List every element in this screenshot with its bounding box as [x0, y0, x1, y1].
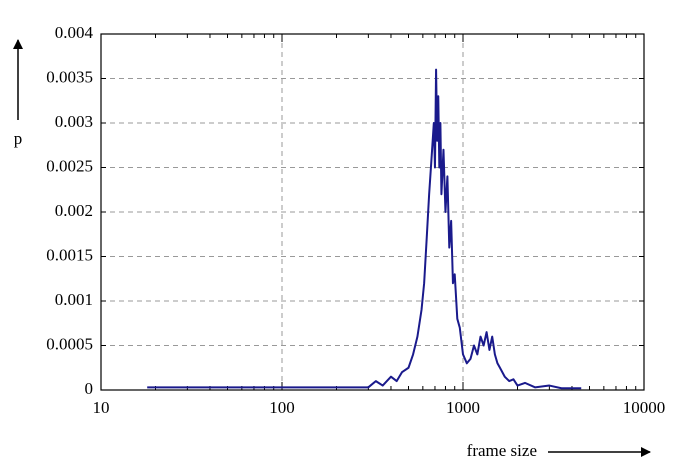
y-tick-label: 0.001 [55, 290, 93, 309]
x-axis-label: frame size [467, 441, 537, 460]
plot-area: 0 0.0005 0.001 0.0015 0.002 0.0025 0.003 0.0035… [46, 23, 665, 417]
data-line [147, 68, 582, 390]
y-tick-label: 0.002 [55, 201, 93, 220]
y-tick-label: 0.0035 [46, 67, 93, 86]
y-tick-label: 0.004 [55, 23, 94, 42]
x-tick-label: 10000 [623, 398, 666, 417]
x-tick-label: 100 [269, 398, 295, 417]
plot-frame [100, 33, 645, 391]
x-tick-label: 10 [93, 398, 110, 417]
x-tick-label: 1000 [446, 398, 480, 417]
y-tick-label: 0.0025 [46, 156, 93, 175]
y-axis-label: p [14, 129, 23, 148]
y-tick-label: 0.0005 [46, 334, 93, 353]
y-tick-label: 0.0015 [46, 245, 93, 264]
y-tick-label: 0 [85, 379, 94, 398]
y-tick-label: 0.003 [55, 112, 93, 131]
